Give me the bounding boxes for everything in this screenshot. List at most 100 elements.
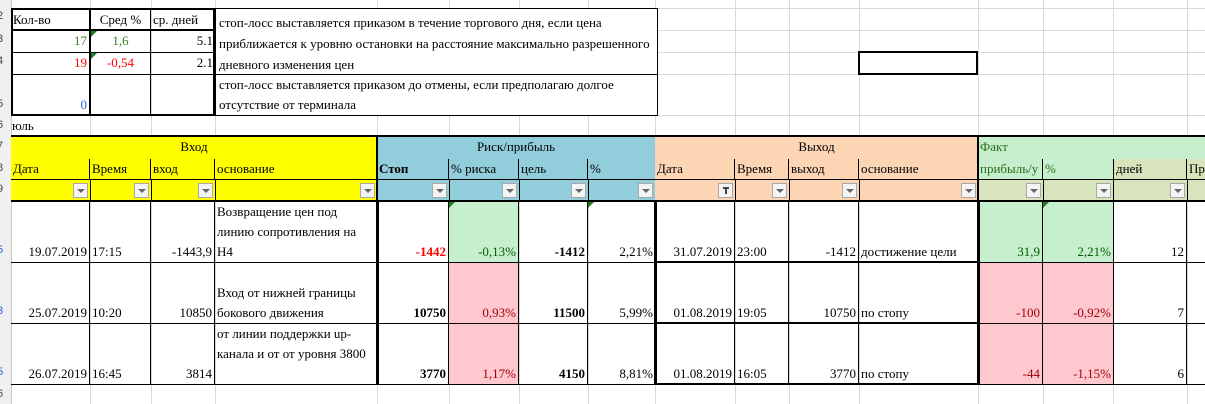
profit[interactable]: -44: [978, 324, 1043, 384]
exit-reason[interactable]: по стопу: [861, 305, 909, 320]
entry-reason[interactable]: от линии поддержки up-канала и от от уро…: [217, 326, 366, 361]
summary-avgdays-loss[interactable]: 2.1: [196, 55, 213, 70]
col-entry-price[interactable]: вход: [151, 159, 215, 180]
entry-price[interactable]: 3814: [151, 324, 215, 384]
exit-date[interactable]: 31.07.2019: [655, 202, 735, 262]
days-held[interactable]: 7: [1113, 263, 1187, 323]
filter-dropdown-icon[interactable]: [1170, 183, 1185, 198]
profit-pct[interactable]: -0,92%: [1043, 263, 1113, 323]
exit-price[interactable]: 10750: [789, 263, 859, 323]
section-risk-header[interactable]: Риск/прибыль: [377, 137, 655, 159]
summary-header-avg-days[interactable]: ср. дней: [153, 12, 199, 27]
exit-date[interactable]: 01.08.2019: [655, 263, 735, 323]
filter-dropdown-icon[interactable]: [198, 183, 213, 198]
summary-avgpct-other[interactable]: [91, 75, 150, 115]
row-number[interactable]: 3: [0, 305, 4, 317]
summary-avgdays-other[interactable]: [151, 75, 215, 115]
section-entry-header[interactable]: Вход: [11, 137, 377, 159]
days-held[interactable]: 12: [1113, 202, 1187, 262]
entry-reason[interactable]: Возвращение цен под линию сопротивления …: [217, 204, 357, 259]
target-pct[interactable]: 5,99%: [619, 305, 653, 320]
col-target[interactable]: цель: [519, 159, 588, 180]
target-pct[interactable]: 8,81%: [619, 366, 653, 381]
row-number[interactable]: 6: [0, 119, 4, 131]
col-exit-price[interactable]: выход: [789, 159, 859, 180]
col-exit-reason[interactable]: основание: [859, 159, 978, 180]
exit-time[interactable]: 16:05: [735, 324, 789, 384]
col-extra[interactable]: Пр: [1187, 159, 1205, 180]
entry-time[interactable]: 10:20: [90, 263, 151, 323]
target-price[interactable]: 4150: [519, 324, 588, 384]
entry-date[interactable]: 19.07.2019: [11, 202, 90, 262]
entry-time[interactable]: 16:45: [90, 324, 151, 384]
exit-reason[interactable]: достижение цели: [861, 244, 957, 259]
filter-dropdown-icon[interactable]: [134, 183, 149, 198]
exit-reason[interactable]: по стопу: [861, 366, 909, 381]
risk-pct[interactable]: 1,17%: [449, 324, 519, 384]
summary-count-other[interactable]: 0: [80, 97, 88, 112]
section-fact-header[interactable]: Факт: [978, 137, 1205, 159]
filter-dropdown-icon[interactable]: [638, 183, 653, 198]
exit-price[interactable]: 3770: [789, 324, 859, 384]
entry-price[interactable]: -1443,9: [151, 202, 215, 262]
exit-time[interactable]: 19:05: [735, 263, 789, 323]
stop-price[interactable]: 3770: [377, 324, 449, 384]
filter-dropdown-icon[interactable]: [842, 183, 857, 198]
col-days[interactable]: дней: [1113, 159, 1187, 180]
filter-dropdown-icon[interactable]: [502, 183, 517, 198]
summary-avgdays-win[interactable]: 5.1: [196, 33, 213, 48]
exit-date[interactable]: 01.08.2019: [655, 324, 735, 384]
note-intraday-stop[interactable]: стоп-лосс выставляется приказом в течени…: [215, 8, 658, 75]
summary-count-win[interactable]: 17: [74, 33, 87, 48]
entry-time[interactable]: 17:15: [90, 202, 151, 262]
exit-time[interactable]: 23:00: [735, 202, 789, 262]
col-profit-pct[interactable]: %: [1043, 159, 1113, 180]
note-gtc-stop[interactable]: стоп-лосс выставляется приказом до отмен…: [215, 74, 658, 116]
col-entry-date[interactable]: Дата: [11, 159, 90, 180]
entry-date[interactable]: 26.07.2019: [11, 324, 90, 384]
col-stop[interactable]: Стоп: [377, 159, 449, 180]
row-number[interactable]: 2: [0, 10, 4, 22]
summary-avgpct-win[interactable]: 1,6: [91, 31, 150, 52]
summary-header-count[interactable]: Кол-во: [13, 12, 51, 27]
profit-pct[interactable]: 2,21%: [1043, 202, 1113, 262]
row-number[interactable]: 5: [0, 366, 4, 378]
entry-price[interactable]: 10850: [151, 263, 215, 323]
row-number[interactable]: 4: [0, 55, 4, 67]
row-number[interactable]: 9: [0, 183, 4, 195]
entry-reason[interactable]: Вход от нижней границы бокового движения: [217, 285, 356, 320]
row-number[interactable]: 5: [0, 98, 4, 110]
risk-pct[interactable]: -0,13%: [449, 202, 519, 262]
filter-dropdown-icon[interactable]: [73, 183, 88, 198]
selected-cell[interactable]: [858, 51, 978, 75]
summary-header-avg-pct[interactable]: Сред %: [99, 12, 142, 27]
target-price[interactable]: -1412: [519, 202, 588, 262]
col-entry-time[interactable]: Время: [90, 159, 151, 180]
summary-count-loss[interactable]: 19: [74, 55, 87, 70]
section-exit-header[interactable]: Выход: [655, 137, 978, 159]
filter-dropdown-icon[interactable]: [432, 183, 447, 198]
month-label[interactable]: юль: [12, 118, 34, 133]
row-number[interactable]: 6: [0, 388, 4, 400]
profit[interactable]: -100: [978, 263, 1043, 323]
row-number[interactable]: 7: [0, 140, 4, 152]
entry-date[interactable]: 25.07.2019: [11, 263, 90, 323]
profit[interactable]: 31,9: [978, 202, 1043, 262]
filter-dropdown-icon[interactable]: [961, 183, 976, 198]
summary-avgpct-loss[interactable]: -0,54: [91, 53, 150, 74]
stop-price[interactable]: -1442: [377, 202, 449, 262]
row-number[interactable]: 3: [0, 33, 4, 45]
filter-dropdown-icon[interactable]: [1026, 183, 1041, 198]
col-exit-date[interactable]: Дата: [655, 159, 735, 180]
target-pct[interactable]: 2,21%: [588, 202, 655, 262]
col-target-pct[interactable]: %: [588, 159, 655, 180]
exit-price[interactable]: -1412: [789, 202, 859, 262]
filter-dropdown-icon[interactable]: [360, 183, 375, 198]
risk-pct[interactable]: 0,93%: [449, 263, 519, 323]
filter-dropdown-icon[interactable]: [772, 183, 787, 198]
filter-dropdown-icon[interactable]: [571, 183, 586, 198]
col-profit[interactable]: прибыль/у: [978, 159, 1043, 180]
stop-price[interactable]: 10750: [377, 263, 449, 323]
profit-pct[interactable]: -1,15%: [1043, 324, 1113, 384]
filter-active-icon[interactable]: [718, 183, 733, 198]
